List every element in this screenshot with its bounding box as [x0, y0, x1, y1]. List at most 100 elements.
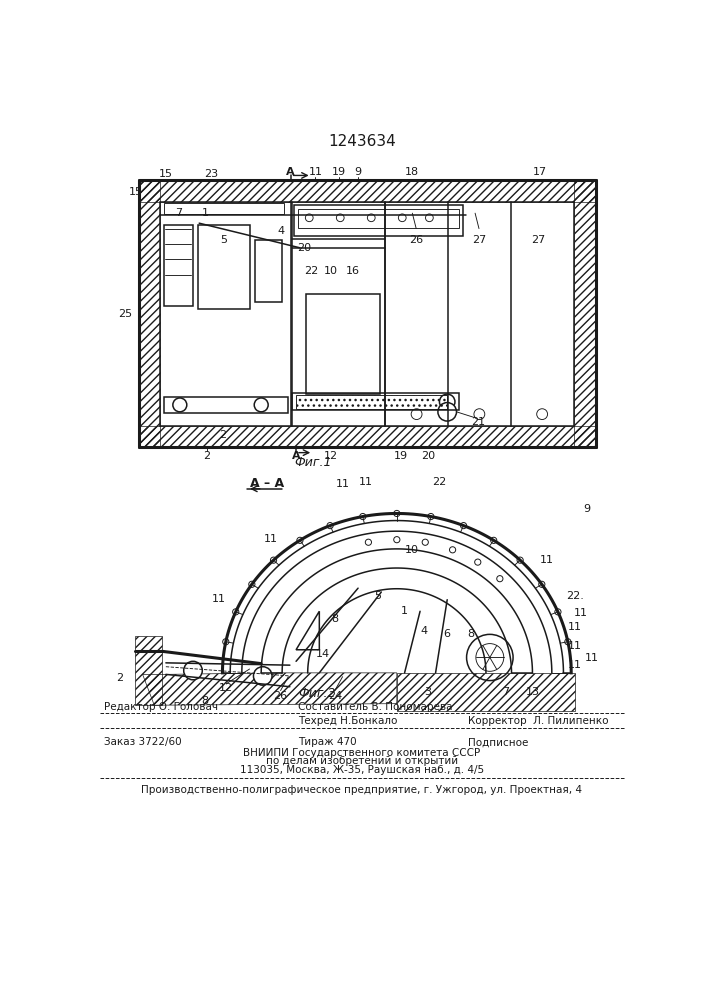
- Text: 17: 17: [533, 167, 547, 177]
- Bar: [163, 225, 193, 306]
- Circle shape: [233, 609, 239, 615]
- Text: 2: 2: [116, 673, 123, 683]
- Bar: [139, 180, 160, 447]
- Bar: [293, 205, 462, 235]
- Text: Фиг.2: Фиг.2: [298, 687, 336, 700]
- Text: 9: 9: [583, 504, 590, 514]
- Text: 11: 11: [540, 555, 554, 565]
- Circle shape: [411, 409, 422, 420]
- Text: 11: 11: [568, 641, 582, 651]
- Text: Техред Н.Бонкало: Техред Н.Бонкало: [298, 716, 397, 726]
- Text: 20: 20: [421, 451, 435, 461]
- Circle shape: [460, 523, 467, 529]
- Text: 10: 10: [324, 266, 338, 276]
- Text: Заказ 3722/60: Заказ 3722/60: [104, 737, 182, 747]
- Circle shape: [497, 576, 503, 582]
- Text: 18: 18: [405, 167, 419, 177]
- Text: 11: 11: [568, 622, 582, 632]
- Text: Подписное: Подписное: [468, 737, 529, 747]
- Text: 2: 2: [219, 430, 226, 440]
- Text: 12: 12: [324, 451, 338, 461]
- Text: 6: 6: [444, 629, 450, 639]
- Text: 16: 16: [346, 266, 360, 276]
- Circle shape: [394, 537, 400, 543]
- Circle shape: [249, 581, 255, 587]
- Text: 11: 11: [336, 479, 349, 489]
- Circle shape: [184, 661, 202, 680]
- Circle shape: [368, 214, 375, 222]
- Circle shape: [474, 559, 481, 565]
- Circle shape: [223, 639, 229, 645]
- Circle shape: [255, 398, 268, 412]
- Circle shape: [253, 667, 272, 685]
- Circle shape: [517, 557, 523, 563]
- Circle shape: [428, 513, 434, 520]
- Bar: [139, 180, 596, 202]
- Circle shape: [491, 537, 497, 543]
- Text: 113035, Москва, Ж-35, Раушская наб., д. 4/5: 113035, Москва, Ж-35, Раушская наб., д. …: [240, 765, 484, 775]
- Circle shape: [422, 539, 428, 545]
- Text: 21: 21: [471, 417, 485, 427]
- Text: 8: 8: [332, 614, 339, 624]
- Bar: [306, 294, 380, 394]
- Text: 11: 11: [308, 167, 322, 177]
- Circle shape: [327, 523, 333, 529]
- Bar: [298, 209, 459, 228]
- Text: А: А: [292, 451, 300, 461]
- Text: 13: 13: [525, 687, 539, 697]
- Text: 22.: 22.: [566, 591, 584, 601]
- Text: 27: 27: [472, 235, 486, 245]
- Circle shape: [398, 214, 406, 222]
- Circle shape: [438, 403, 457, 421]
- Text: 8: 8: [467, 629, 474, 639]
- Text: Тираж 470: Тираж 470: [298, 737, 356, 747]
- Text: 15: 15: [159, 169, 173, 179]
- Text: 19: 19: [394, 451, 408, 461]
- Text: 25: 25: [118, 309, 132, 319]
- Text: 1243634: 1243634: [328, 134, 396, 149]
- Text: Производственно-полиграфическое предприятие, г. Ужгород, ул. Проектная, 4: Производственно-полиграфическое предприя…: [141, 785, 583, 795]
- Bar: [255, 240, 282, 302]
- Text: Составитель В. Пономарева: Составитель В. Пономарева: [298, 702, 452, 712]
- Bar: [139, 426, 596, 447]
- Text: 9: 9: [354, 167, 362, 177]
- Circle shape: [539, 581, 545, 587]
- Text: 11: 11: [574, 608, 588, 618]
- Text: 26: 26: [274, 691, 288, 701]
- Text: 24: 24: [328, 691, 342, 701]
- Text: 12: 12: [219, 683, 233, 693]
- Text: 11: 11: [585, 653, 599, 663]
- Text: 3: 3: [424, 687, 431, 697]
- Circle shape: [537, 409, 547, 420]
- Bar: [296, 395, 448, 409]
- Text: 4: 4: [277, 226, 284, 236]
- Text: А – А: А – А: [250, 477, 284, 490]
- Bar: [163, 397, 288, 413]
- Text: 8: 8: [201, 696, 208, 706]
- Text: 14: 14: [316, 649, 330, 659]
- Text: 11: 11: [568, 660, 582, 670]
- Text: 27: 27: [531, 235, 545, 245]
- Text: ВНИИПИ Государственного комитета СССР: ВНИИПИ Государственного комитета СССР: [243, 748, 481, 758]
- Circle shape: [360, 513, 366, 520]
- Text: 23: 23: [204, 169, 218, 179]
- Circle shape: [426, 214, 433, 222]
- Circle shape: [270, 557, 276, 563]
- Text: 1: 1: [202, 208, 209, 218]
- Text: 26: 26: [409, 235, 423, 245]
- Text: 7: 7: [175, 208, 182, 218]
- Text: 5: 5: [221, 235, 228, 245]
- Circle shape: [305, 214, 313, 222]
- Circle shape: [337, 214, 344, 222]
- Circle shape: [565, 639, 571, 645]
- Circle shape: [555, 609, 561, 615]
- Text: 20: 20: [297, 243, 311, 253]
- Text: А: А: [286, 167, 295, 177]
- Text: по делам изобретений и открытий: по делам изобретений и открытий: [266, 756, 458, 766]
- Text: 1: 1: [401, 606, 408, 616]
- Bar: [574, 180, 596, 447]
- Bar: [198, 225, 250, 309]
- Text: Фиг.1: Фиг.1: [294, 456, 332, 469]
- Text: 22: 22: [432, 477, 447, 487]
- Circle shape: [394, 510, 400, 517]
